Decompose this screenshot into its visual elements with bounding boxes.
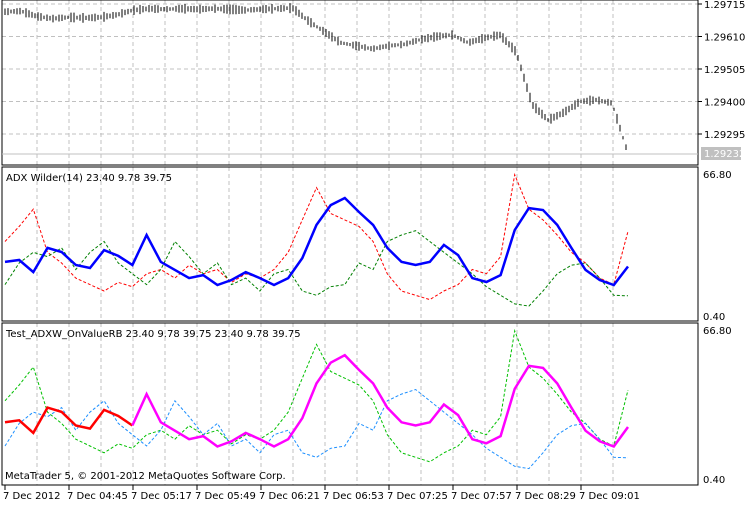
time-label: 7 Dec 05:17 (131, 491, 192, 502)
adx-min-label: 0.40 (703, 312, 725, 323)
time-axis: 7 Dec 2012 7 Dec 04:45 7 Dec 05:17 7 Dec 05… (3, 485, 640, 502)
time-label: 7 Dec 07:25 (387, 491, 448, 502)
time-label: 7 Dec 05:49 (195, 491, 256, 502)
test-pane[interactable] (1, 322, 699, 486)
current-price-box (701, 147, 741, 160)
time-label: 7 Dec 07:57 (451, 491, 512, 502)
test-adx-line-red (4, 406, 134, 435)
test-minus-di-line (4, 328, 629, 463)
grid-lines (2, 0, 698, 485)
price-bars (4, 3, 627, 151)
adx-pane[interactable] (1, 166, 699, 322)
time-label: 7 Dec 06:53 (323, 491, 384, 502)
price-pane[interactable] (1, 0, 699, 166)
adx-pane-title: ADX Wilder(14) 23.40 9.78 39.75 (6, 173, 172, 184)
test-adx-line (131, 353, 630, 448)
test-max-label: 66.80 (703, 326, 732, 337)
adx-line (4, 196, 629, 287)
time-label: 7 Dec 2012 (3, 491, 61, 502)
minus-di-line (4, 172, 629, 301)
plus-di-line (4, 230, 629, 307)
price-label: 1.29400 (704, 98, 745, 109)
test-pane-title: Test_ADXW_OnValueRB 23.40 9.78 39.75 23.… (5, 329, 301, 340)
time-label: 7 Dec 08:29 (515, 491, 576, 502)
test-min-label: 0.40 (703, 475, 725, 486)
adx-max-label: 66.80 (703, 170, 732, 181)
test-lines (4, 328, 630, 470)
price-label: 1.29715 (704, 0, 745, 11)
time-label: 7 Dec 04:45 (67, 491, 128, 502)
price-axis: 1.29715 1.29610 1.29505 1.29400 1.29295 (698, 0, 745, 141)
price-label: 1.29505 (704, 65, 745, 76)
adx-lines (4, 172, 629, 307)
price-label: 1.29295 (704, 130, 745, 141)
current-price-label: 1.29232 (704, 149, 745, 160)
time-label: 7 Dec 09:01 (579, 491, 640, 502)
copyright-text: MetaTrader 5, © 2001-2012 MetaQuotes Sof… (5, 471, 286, 482)
test-plus-di-line (4, 388, 629, 470)
pane-frames (1, 0, 699, 486)
time-label: 7 Dec 06:21 (259, 491, 320, 502)
price-label: 1.29610 (704, 33, 745, 44)
